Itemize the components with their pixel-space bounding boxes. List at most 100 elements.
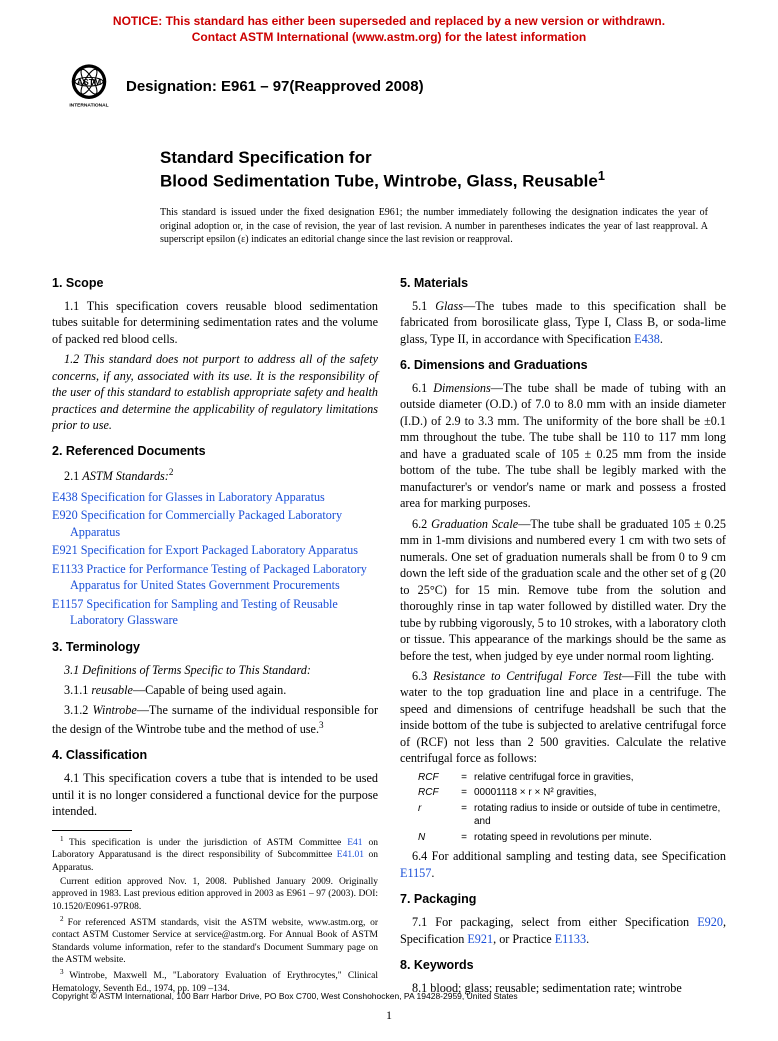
rcf-def: rotating radius to inside or outside of … [474,802,726,829]
s6-3-a: 6.3 [412,669,433,683]
title-main: Blood Sedimentation Tube, Wintrobe, Glas… [160,168,708,192]
s5-head: 5. Materials [400,275,726,292]
notice-line2: Contact ASTM International (www.astm.org… [192,30,586,44]
s5-1-a: 5.1 [412,299,435,313]
ref-text[interactable]: Practice for Performance Testing of Pack… [70,562,367,592]
rcf-row: RCF=00001118 × r × N² gravities, [418,786,726,800]
s7-1-c: , or Practice [493,932,555,946]
s6-4-link[interactable]: E1157 [400,866,431,880]
s6-3: 6.3 Resistance to Centrifugal Force Test… [400,668,726,767]
fn1-link1[interactable]: E41 [347,838,362,848]
s6-2-b: —The tube shall be graduated 105 ± 0.25 … [400,517,726,663]
s6-3-b: —Fill the tube with water to the top gra… [400,669,726,765]
ref-e920: E920 Specification for Commercially Pack… [52,507,378,540]
s6-2-term: Graduation Scale [431,517,518,531]
astm-logo: ASTM INTERNATIONAL [62,59,116,113]
s7-1: 7.1 For packaging, select from either Sp… [400,914,726,947]
fn1: 1 This specification is under the jurisd… [52,835,378,874]
copyright: Copyright © ASTM International, 100 Barr… [0,991,778,1001]
ref-text[interactable]: Specification for Glasses in Laboratory … [78,490,325,504]
body-columns: 1. Scope 1.1 This specification covers r… [0,265,778,1001]
svg-text:INTERNATIONAL: INTERNATIONAL [69,103,108,109]
s7-1-d: . [586,932,589,946]
s5-1-term: Glass [435,299,463,313]
rcf-row: RCF=relative centrifugal force in gravit… [418,771,726,785]
title-block: Standard Specification for Blood Sedimen… [0,123,778,196]
ref-e921: E921 Specification for Export Packaged L… [52,542,378,558]
rcf-def: rotating speed in revolutions per minute… [474,831,726,845]
s5-1-c: . [660,332,663,346]
rcf-table: RCF = relative centrifugal force in gravit… [418,771,726,845]
s2-head: 2. Referenced Documents [52,443,378,460]
s6-2-a: 6.2 [412,517,431,531]
s2-1-label: 2.1 [64,469,82,483]
header-row: ASTM INTERNATIONAL Designation: E961 – 9… [0,53,778,123]
ref-text[interactable]: Specification for Commercially Packaged … [70,508,342,538]
s2-1-ital: ASTM Standards: [82,469,169,483]
s5-1: 5.1 Glass—The tubes made to this specifi… [400,298,726,347]
s8-head: 8. Keywords [400,957,726,974]
s6-4-a: 6.4 For additional sampling and testing … [412,849,726,863]
s2-1-sup: 2 [169,467,174,477]
s7-1-l2[interactable]: E921 [467,932,493,946]
s7-head: 7. Packaging [400,891,726,908]
fn1d: Current edition approved Nov. 1, 2008. P… [52,876,378,913]
ref-link[interactable]: E1133 [52,562,83,576]
fn2: 2 For referenced ASTM standards, visit t… [52,915,378,967]
designation: Designation: E961 – 97(Reapproved 2008) [126,78,424,95]
issuance-note: This standard is issued under the fixed … [0,196,778,265]
fn1-link2[interactable]: E41.01 [337,850,364,860]
s6-1-a: 6.1 [412,381,433,395]
s6-3-term: Resistance to Centrifugal Force Test [433,669,622,683]
s3-1-1: 3.1.1 reusable—Capable of being used aga… [52,682,378,698]
s3-head: 3. Terminology [52,639,378,656]
rcf-row: r=rotating radius to inside or outside o… [418,802,726,829]
ref-text[interactable]: Specification for Export Packaged Labora… [78,543,358,557]
ref-link[interactable]: E921 [52,543,78,557]
s7-1-a: 7.1 For packaging, select from either Sp… [412,915,697,929]
title-main-text: Blood Sedimentation Tube, Wintrobe, Glas… [160,172,598,191]
page-number: 1 [0,1008,778,1023]
s6-1-term: Dimensions [433,381,491,395]
ref-link[interactable]: E438 [52,490,78,504]
s3-1-1-label: 3.1.1 [64,683,91,697]
svg-text:ASTM: ASTM [77,77,101,87]
left-column: 1. Scope 1.1 This specification covers r… [52,265,378,1001]
ref-e438: E438 Specification for Glasses in Labora… [52,489,378,505]
ref-e1157: E1157 Specification for Sampling and Tes… [52,596,378,629]
s6-1: 6.1 Dimensions—The tube shall be made of… [400,380,726,512]
s3-1-2-sup: 3 [319,720,324,730]
rcf-sym: N [418,831,454,845]
s4-head: 4. Classification [52,747,378,764]
s1-head: 1. Scope [52,275,378,292]
s4-1: 4.1 This specification covers a tube tha… [52,770,378,819]
s6-head: 6. Dimensions and Graduations [400,357,726,374]
fn2-text: For referenced ASTM standards, visit the… [52,918,378,965]
s1-2: 1.2 This standard does not purport to ad… [52,351,378,433]
rcf-sym: r [418,802,454,829]
s7-1-l1[interactable]: E920 [697,915,723,929]
rcf-eq: = [454,831,474,845]
notice-banner: NOTICE: This standard has either been su… [0,0,778,53]
s7-1-l3[interactable]: E1133 [555,932,586,946]
s6-4-b: . [431,866,434,880]
ref-link[interactable]: E1157 [52,597,83,611]
right-column: 5. Materials 5.1 Glass—The tubes made to… [400,265,726,1001]
ref-text[interactable]: Specification for Sampling and Testing o… [70,597,338,627]
s3-1-1-term: reusable [91,683,133,697]
s3-1-2-label: 3.1.2 [64,703,93,717]
ref-e1133: E1133 Practice for Performance Testing o… [52,561,378,594]
s3-1-1-def: —Capable of being used again. [133,683,286,697]
s6-4: 6.4 For additional sampling and testing … [400,848,726,881]
fn1-a: This specification is under the jurisdic… [69,838,347,848]
title-pre: Standard Specification for [160,147,708,168]
ref-link[interactable]: E920 [52,508,78,522]
rcf-eq: = [454,802,474,829]
rcf-sym: RCF [418,771,454,785]
title-sup: 1 [598,168,605,183]
rcf-row: N=rotating speed in revolutions per minu… [418,831,726,845]
s6-2: 6.2 Graduation Scale—The tube shall be g… [400,516,726,664]
s5-1-link[interactable]: E438 [634,332,660,346]
rcf-def: relative centrifugal force in gravities, [474,771,726,785]
rcf-def: 00001118 × r × N² gravities, [474,786,726,800]
